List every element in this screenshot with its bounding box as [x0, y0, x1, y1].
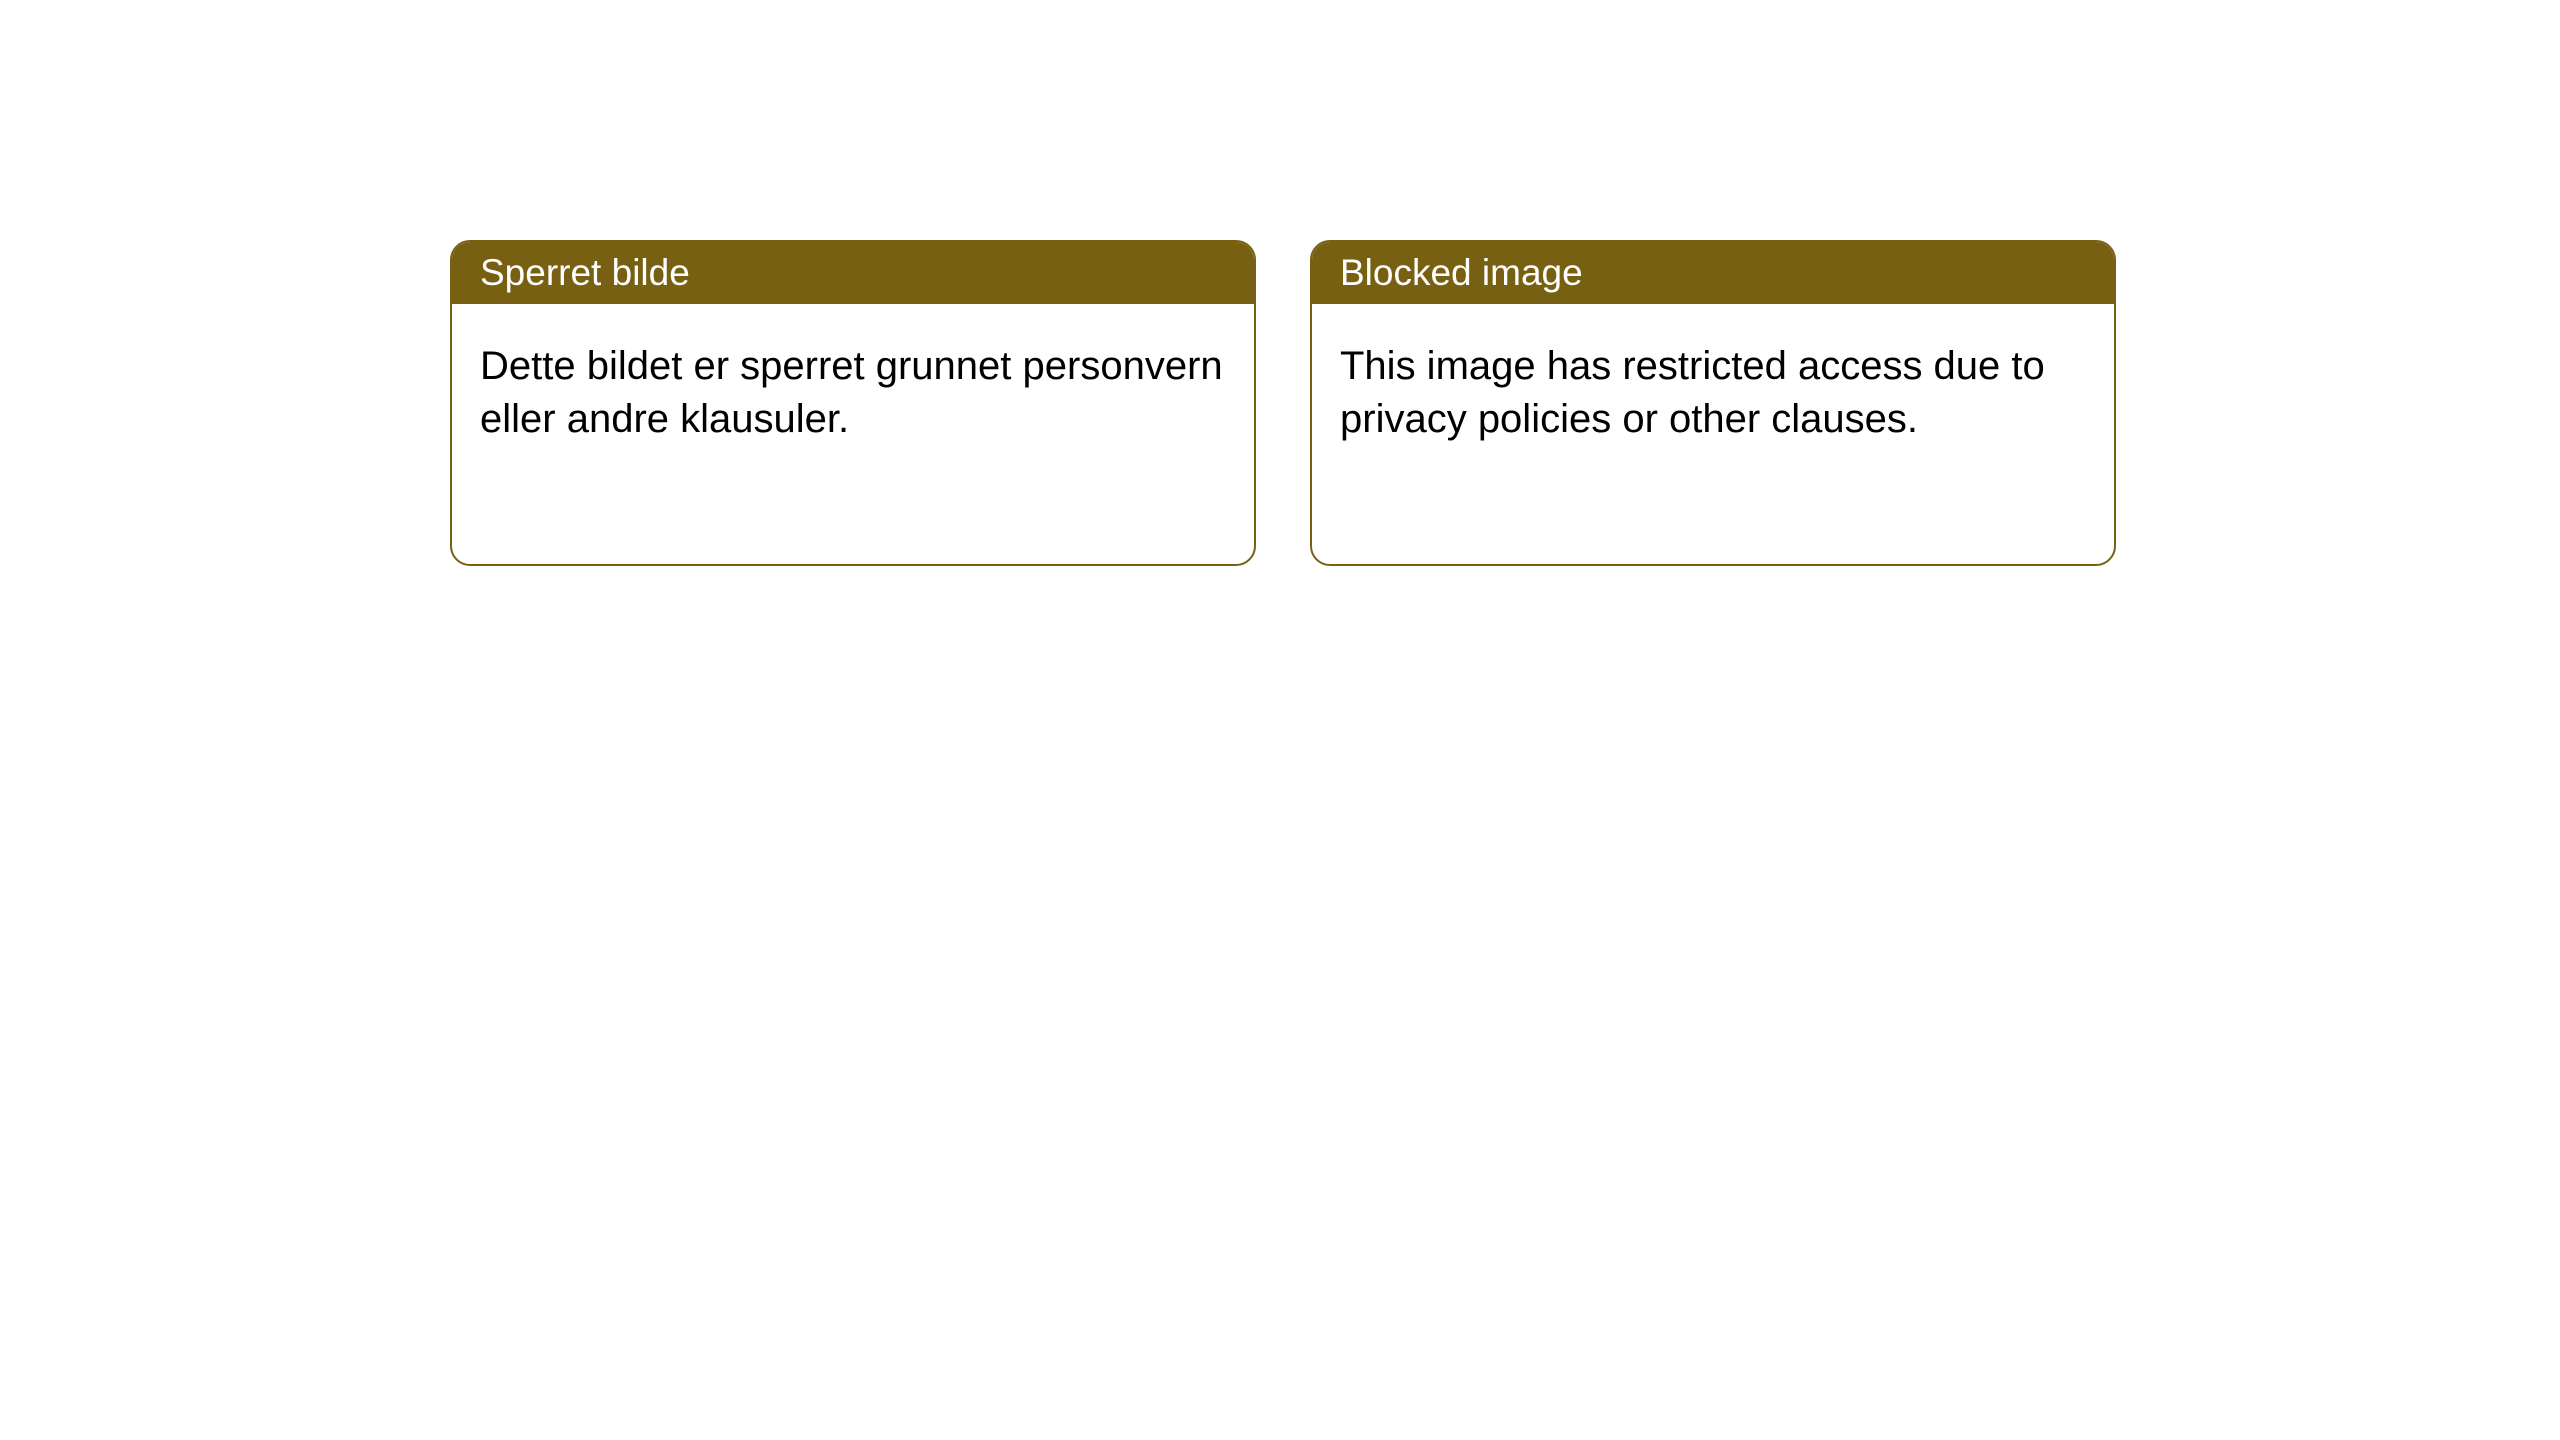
notice-container: Sperret bilde Dette bildet er sperret gr… — [0, 0, 2560, 566]
card-header-en: Blocked image — [1312, 242, 2114, 304]
blocked-image-card-no: Sperret bilde Dette bildet er sperret gr… — [450, 240, 1256, 566]
card-header-no: Sperret bilde — [452, 242, 1254, 304]
blocked-image-card-en: Blocked image This image has restricted … — [1310, 240, 2116, 566]
card-body-no: Dette bildet er sperret grunnet personve… — [452, 304, 1254, 564]
card-body-en: This image has restricted access due to … — [1312, 304, 2114, 564]
